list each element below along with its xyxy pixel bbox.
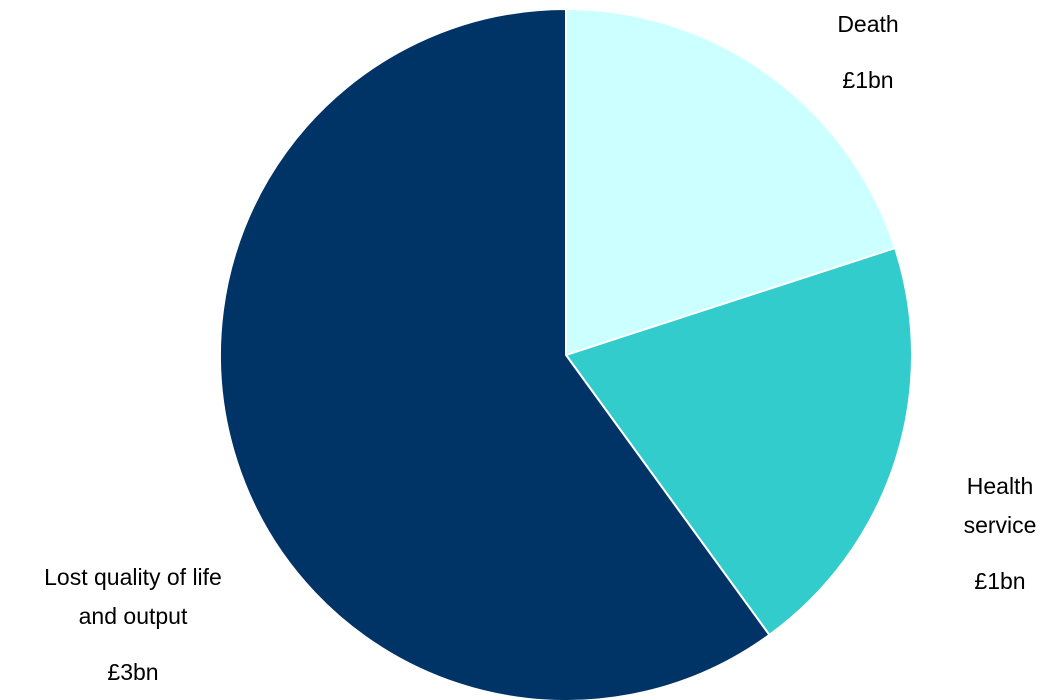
pie-slice-health-service bbox=[564, 246, 913, 637]
slice-label-death-value: £1bn bbox=[842, 67, 893, 93]
pie-slice-lost-quality bbox=[219, 7, 771, 700]
pie-slice-death bbox=[565, 7, 897, 357]
slice-label-death: Death £1bn bbox=[837, 11, 898, 93]
slice-label-lost-quality-name-line2: and output bbox=[79, 603, 188, 629]
slice-label-lost-quality: Lost quality of life and output £3bn bbox=[44, 564, 222, 685]
slice-label-death-name: Death bbox=[837, 11, 898, 37]
slice-label-lost-quality-name-line1: Lost quality of life bbox=[44, 564, 222, 590]
slice-label-health-service-name-line2: service bbox=[964, 512, 1037, 538]
slice-label-health-service-value: £1bn bbox=[974, 568, 1025, 594]
slice-label-health-service-name-line1: Health bbox=[967, 473, 1033, 499]
slice-label-health-service: Health service £1bn bbox=[964, 473, 1037, 594]
pie-slices bbox=[219, 7, 913, 700]
slice-label-lost-quality-value: £3bn bbox=[107, 659, 158, 685]
